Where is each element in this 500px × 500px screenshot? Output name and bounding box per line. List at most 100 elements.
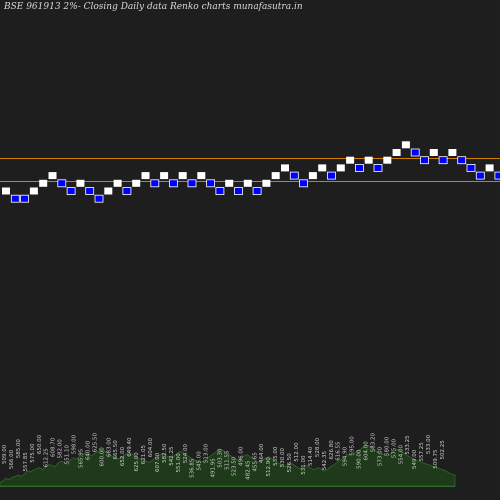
renko-brick [150, 179, 160, 188]
renko-brick [475, 171, 485, 180]
volume-label: 594.90 [343, 446, 349, 466]
renko-brick [299, 179, 309, 188]
renko-brick [29, 187, 38, 195]
volume-label: 503.30 [218, 448, 224, 468]
renko-brick [94, 194, 104, 203]
renko-brick [373, 163, 383, 172]
volume-label: 551.10 [65, 444, 71, 464]
volume-label: 523.50 [231, 456, 237, 476]
renko-brick [48, 172, 57, 180]
volume-label: 526.50 [287, 453, 293, 473]
volume-label: 604.00 [364, 441, 370, 461]
volume-label: 533.25 [405, 435, 411, 455]
renko-brick [187, 179, 197, 188]
renko-brick [122, 187, 132, 195]
renko-brick [494, 171, 500, 180]
renko-brick [39, 179, 48, 187]
renko-brick [243, 179, 252, 187]
renko-brick [383, 156, 392, 164]
renko-brick [308, 172, 317, 180]
volume-label: 551.00 [176, 453, 182, 473]
volume-label: 549.00 [412, 449, 418, 469]
volume-label: 528.00 [315, 437, 321, 457]
renko-brick [206, 179, 216, 188]
volume-label: 652.00 [120, 446, 126, 466]
volume-label: 513.00 [204, 443, 210, 463]
volume-label: 509.75 [433, 449, 439, 469]
volume-label: 625.00 [134, 452, 140, 472]
volume-label: 455.65 [252, 452, 258, 472]
renko-brick [85, 187, 95, 195]
volume-label: 542.35 [322, 451, 328, 471]
volume-label: 533.00 [426, 434, 432, 454]
renko-brick [271, 172, 280, 180]
renko-brick [281, 164, 289, 172]
volume-label: 604.00 [148, 437, 154, 457]
volume-label: 575.00 [391, 438, 397, 458]
volume-label: 496.00 [238, 446, 244, 466]
renko-brick [215, 187, 225, 195]
renko-brick [234, 187, 243, 195]
renko-brick [346, 156, 355, 164]
volume-label: 491.95 [211, 458, 217, 478]
renko-brick [392, 149, 401, 156]
renko-brick [66, 187, 76, 195]
volume-label: 607.00 [155, 452, 161, 472]
volume-label: 482.45 [245, 460, 251, 480]
volume-label: 612.25 [44, 448, 50, 468]
volume-label: 625.50 [92, 432, 98, 452]
renko-brick [289, 171, 299, 180]
volume-label: 575.00 [30, 443, 36, 463]
volume-label: 585.00 [16, 439, 22, 459]
volume-label: 557.25 [419, 442, 425, 462]
renko-brick [429, 149, 438, 156]
volume-label: 626.80 [329, 440, 335, 460]
volume-label: 683.00 [106, 437, 112, 457]
renko-brick [141, 172, 150, 180]
volume-label: 582.00 [58, 439, 64, 459]
volume-label: 464.00 [259, 443, 265, 463]
renko-brick [225, 179, 234, 187]
renko-brick [364, 156, 373, 164]
renko-brick [2, 187, 10, 195]
volume-label: 598.00 [72, 434, 78, 454]
volume-label: 590.00 [357, 449, 363, 469]
renko-brick [410, 148, 420, 157]
volume-label: 530.00 [280, 447, 286, 467]
volume-label: 554.00 [398, 444, 404, 464]
renko-brick [104, 187, 113, 195]
volume-label: 512.90 [266, 457, 272, 477]
volume-label: 640.00 [85, 440, 91, 460]
volume-label: 580.00 [384, 436, 390, 456]
volume-label: 621.05 [141, 445, 147, 465]
volume-label: 582.50 [162, 443, 168, 463]
volume-label: 524.00 [183, 444, 189, 464]
renko-brick [252, 187, 262, 195]
chart-title: BSE 961913 2%- Closing Daily data Renko … [4, 2, 303, 12]
volume-label: 509.00 [2, 444, 8, 464]
renko-brick [318, 164, 327, 172]
renko-brick [262, 179, 271, 187]
renko-brick [466, 163, 476, 172]
volume-label: 535.00 [273, 446, 279, 466]
volume-label: 565.95 [79, 448, 85, 468]
renko-brick [20, 194, 30, 203]
volume-label: 649.40 [127, 437, 133, 457]
volume-label: 514.40 [308, 446, 314, 466]
volume-label: 608.70 [51, 437, 57, 457]
renko-brick [401, 141, 410, 149]
renko-brick [197, 172, 206, 180]
volume-label: 557.85 [23, 452, 29, 472]
renko-brick [113, 179, 122, 187]
volume-label: 545.00 [197, 451, 203, 471]
renko-brick [168, 179, 178, 188]
volume-label: 600.00 [99, 447, 105, 467]
volume-label: 583.20 [371, 432, 377, 452]
volume-label: 542.25 [169, 446, 175, 466]
renko-brick [76, 179, 85, 187]
volume-label: 566.00 [9, 449, 15, 469]
renko-brick [57, 179, 67, 188]
renko-brick [336, 164, 345, 172]
volume-label: 616.55 [336, 441, 342, 461]
